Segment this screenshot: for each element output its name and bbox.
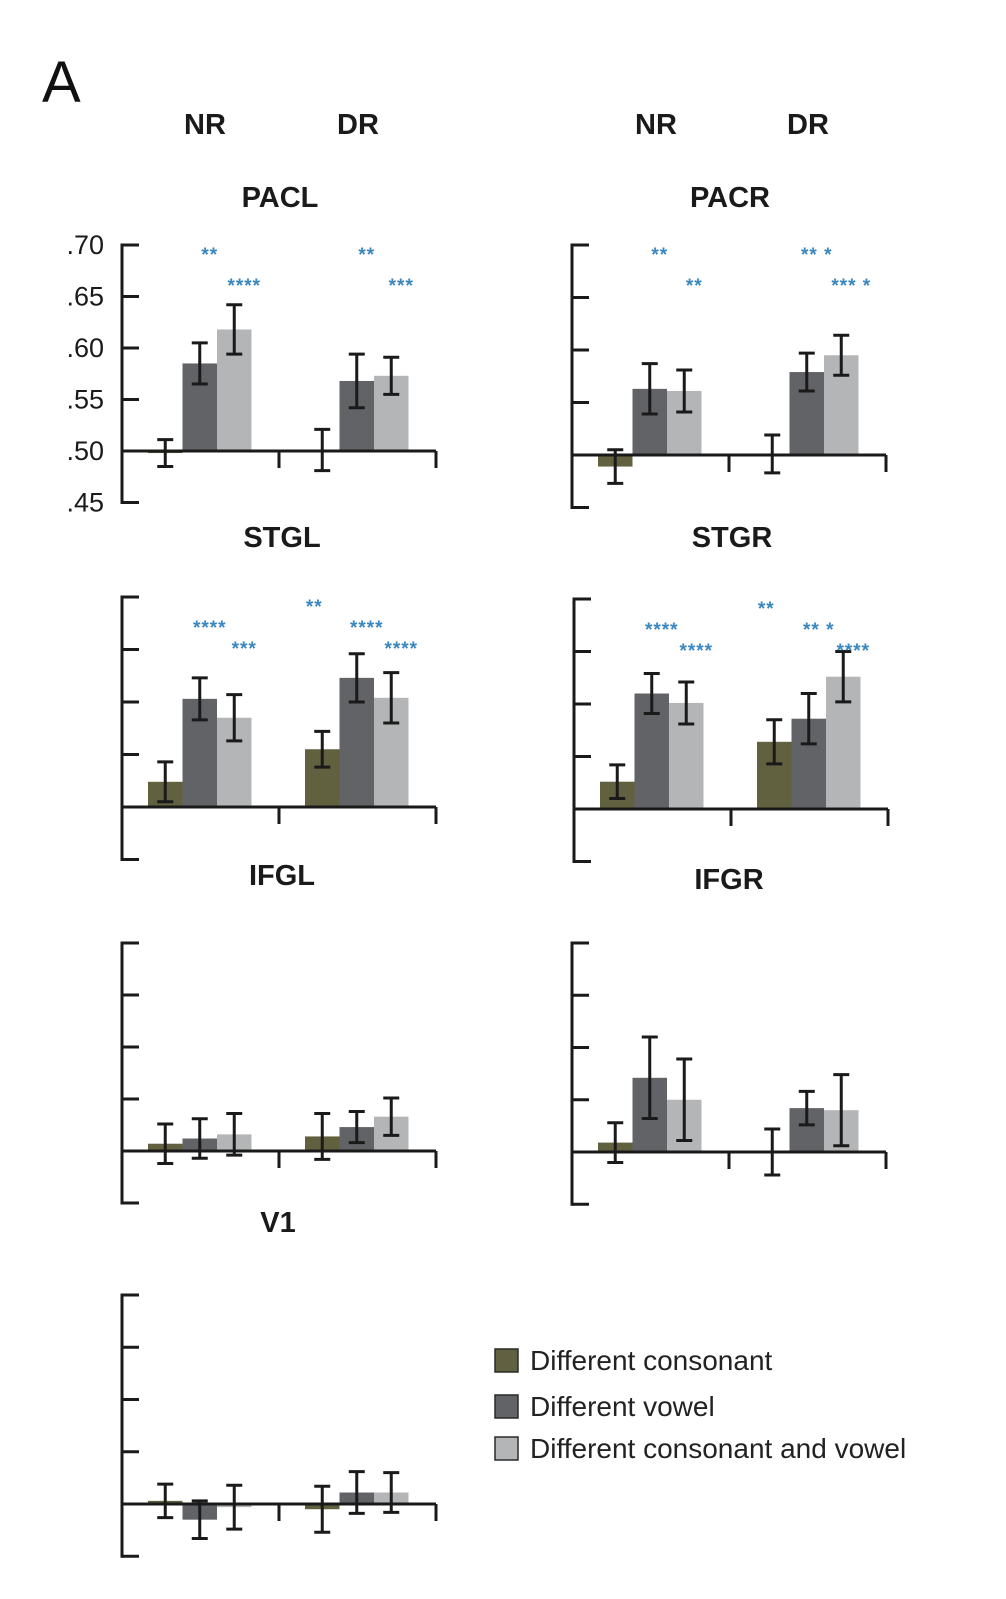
error-bar-v1-nr-s2 xyxy=(226,1483,243,1531)
significance-pacl-3: *** xyxy=(389,276,414,297)
significance-pacr-1: ** xyxy=(686,276,703,297)
error-bar-stgr-nr-s2 xyxy=(678,680,695,726)
y-tick-label-pacl-3: .60 xyxy=(66,333,104,363)
error-bar-ifgl-dr-s1 xyxy=(348,1109,365,1145)
error-bar-pacl-nr-s1 xyxy=(191,341,208,386)
significance-pacr-3: *** * xyxy=(831,276,871,297)
error-bar-pacr-dr-s0 xyxy=(764,433,781,475)
error-bar-pacr-nr-s2 xyxy=(676,368,693,414)
error-bar-stgr-nr-s1 xyxy=(643,672,660,715)
significance-pacl-2: ** xyxy=(358,245,375,266)
y-tick-label-pacl-5: .70 xyxy=(66,230,104,260)
error-bar-ifgr-nr-s2 xyxy=(676,1057,693,1143)
legend-item-consonant: Different consonant xyxy=(494,1345,773,1376)
y-tick-label-pacl-4: .65 xyxy=(66,282,104,312)
error-bar-v1-dr-s2 xyxy=(383,1471,400,1514)
error-bar-pacl-dr-s2 xyxy=(383,355,400,396)
error-bar-pacr-nr-s1 xyxy=(641,362,658,416)
error-bar-pacl-dr-s0 xyxy=(314,427,331,473)
legend-swatch-consonant-and-vowel xyxy=(494,1436,519,1461)
error-bar-ifgl-nr-s1 xyxy=(191,1117,208,1160)
significance-stgl-0: **** xyxy=(193,618,227,639)
panel-stgl: STGL***************** xyxy=(120,522,438,861)
panel-title-stgr: STGR xyxy=(692,522,773,554)
error-bar-ifgl-dr-s0 xyxy=(314,1112,331,1161)
error-bar-stgl-dr-s1 xyxy=(348,652,365,704)
error-bar-pacr-nr-s0 xyxy=(607,448,624,485)
error-bar-stgl-nr-s2 xyxy=(226,693,243,743)
panel-title-stgl: STGL xyxy=(243,522,320,554)
error-bar-pacr-dr-s1 xyxy=(798,351,815,393)
error-bar-ifgr-nr-s1 xyxy=(641,1035,658,1121)
significance-stgr-3: ** * xyxy=(803,620,834,641)
error-bar-stgl-nr-s0 xyxy=(157,760,174,804)
error-bar-pacl-dr-s1 xyxy=(348,352,365,410)
significance-stgr-1: **** xyxy=(679,641,713,662)
panel-pacl: PACL.45.50.55.60.65.70 *********** xyxy=(66,182,438,518)
significance-stgr-0: **** xyxy=(645,620,679,641)
error-bar-v1-dr-s1 xyxy=(348,1470,365,1515)
error-bar-stgr-dr-s0 xyxy=(766,718,783,766)
panel-ifgr: IFGR xyxy=(570,864,888,1206)
y-tick-label-pacl-1: .50 xyxy=(66,436,104,466)
group-header-dr-right: DR xyxy=(787,109,829,141)
significance-stgr-4: **** xyxy=(836,641,870,662)
panel-letter: A xyxy=(42,50,81,115)
significance-pacr-0: ** xyxy=(651,245,668,266)
panel-ifgl: IFGL xyxy=(120,860,438,1205)
panels: PACL.45.50.55.60.65.70 ***********PACR***… xyxy=(66,182,890,1558)
significance-stgr-2: ** xyxy=(758,599,775,620)
panel-title-ifgl: IFGL xyxy=(249,860,315,892)
error-bar-stgl-dr-s2 xyxy=(383,671,400,725)
group-header-nr-right: NR xyxy=(635,109,677,141)
error-bar-pacl-nr-s2 xyxy=(226,303,243,356)
panel-stgr: STGR************ ***** xyxy=(572,522,890,863)
significance-pacl-1: **** xyxy=(227,276,261,297)
error-bar-stgr-dr-s2 xyxy=(835,650,852,704)
error-bar-v1-dr-s0 xyxy=(314,1484,331,1534)
panel-pacr: PACR ** ** ** * *** * xyxy=(570,182,888,509)
error-bar-stgl-nr-s1 xyxy=(191,676,208,722)
legend-label-consonant-and-vowel: Different consonant and vowel xyxy=(530,1433,906,1464)
legend-item-vowel: Different vowel xyxy=(494,1391,715,1422)
error-bar-v1-nr-s1 xyxy=(191,1499,208,1540)
legend-swatch-vowel xyxy=(494,1394,519,1419)
error-bar-ifgl-dr-s2 xyxy=(383,1096,400,1137)
error-bar-ifgr-dr-s2 xyxy=(833,1073,850,1148)
error-bar-stgl-dr-s0 xyxy=(314,729,331,769)
significance-stgl-1: *** xyxy=(232,639,257,660)
legend-label-consonant: Different consonant xyxy=(530,1345,773,1376)
panel-title-pacl: PACL xyxy=(242,182,319,214)
error-bar-stgr-dr-s1 xyxy=(800,692,817,746)
significance-stgl-4: **** xyxy=(384,639,418,660)
legend-swatch-consonant xyxy=(494,1348,519,1373)
error-bar-pacr-dr-s2 xyxy=(833,333,850,377)
legend: Different consonant Different vowel Diff… xyxy=(494,1345,906,1464)
panel-title-v1: V1 xyxy=(260,1207,295,1239)
y-tick-label-pacl-2: .55 xyxy=(66,385,104,415)
error-bar-ifgr-dr-s0 xyxy=(764,1127,781,1177)
error-bar-ifgr-dr-s1 xyxy=(798,1089,815,1127)
error-bar-ifgl-nr-s0 xyxy=(157,1122,174,1165)
error-bar-ifgl-nr-s2 xyxy=(226,1112,243,1157)
significance-stgl-3: **** xyxy=(350,618,384,639)
y-tick-label-pacl-0: .45 xyxy=(66,488,104,518)
legend-label-vowel: Different vowel xyxy=(530,1391,715,1422)
panel-title-pacr: PACR xyxy=(690,182,770,214)
significance-pacr-2: ** * xyxy=(801,245,832,266)
panel-v1: V1 xyxy=(120,1207,438,1558)
error-bar-ifgr-nr-s0 xyxy=(607,1121,624,1164)
significance-pacl-0: ** xyxy=(201,245,218,266)
significance-stgl-2: ** xyxy=(306,597,323,618)
error-bar-v1-nr-s0 xyxy=(157,1482,174,1520)
legend-item-consonant-and-vowel: Different consonant and vowel xyxy=(494,1433,906,1464)
group-header-dr-left: DR xyxy=(337,109,379,141)
panel-title-ifgr: IFGR xyxy=(694,864,763,896)
error-bar-pacl-nr-s0 xyxy=(157,438,174,468)
group-header-nr-left: NR xyxy=(184,109,226,141)
error-bar-stgr-nr-s0 xyxy=(609,763,626,800)
